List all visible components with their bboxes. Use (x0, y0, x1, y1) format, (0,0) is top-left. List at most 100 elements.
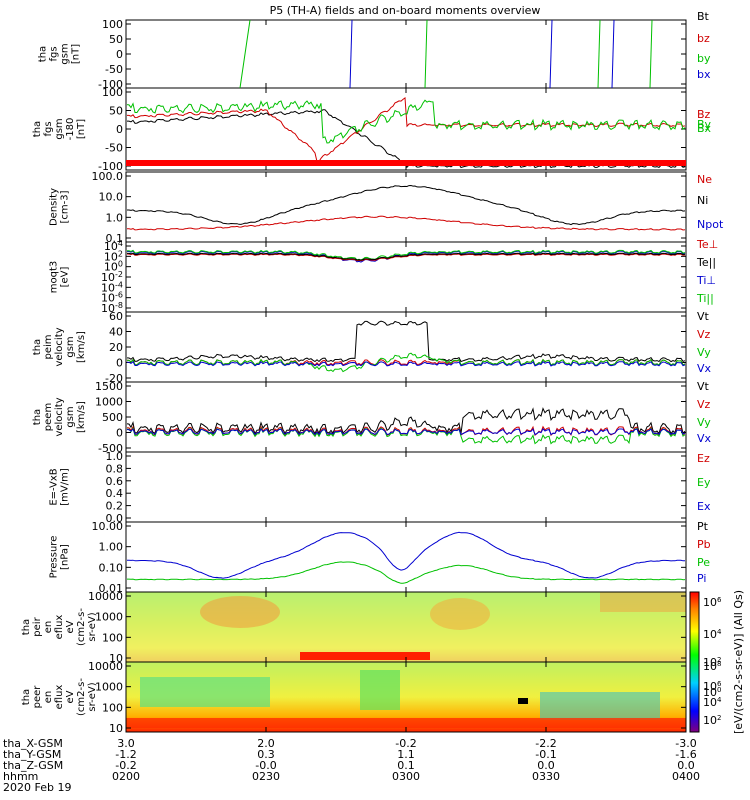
x-axis-value: 3.0 (117, 737, 135, 750)
x-axis-value: 0.1 (397, 759, 415, 772)
legend-ex: Ex (697, 500, 711, 513)
peer-low-energy-band (126, 718, 686, 728)
y-axis-label: eflux (54, 685, 65, 710)
y-tick-label: 0.1 (106, 232, 124, 245)
y-axis-label: -180 (65, 118, 76, 141)
y-tick-label: 1.00 (99, 541, 124, 554)
y-tick-label: 0 (116, 123, 123, 136)
y-tick-label: -100 (98, 78, 123, 91)
series-crossing-line (597, 19, 601, 89)
x-axis-value: 0.0 (537, 759, 555, 772)
legend-pe: Pe (697, 556, 710, 569)
legend-ey: Ey (697, 476, 711, 489)
series-crossing-line (611, 19, 615, 89)
y-axis-label: peir (32, 616, 43, 636)
legend-by: By (697, 118, 712, 131)
y-axis-label: (cm2-s- (76, 678, 87, 716)
legend-bx: Bx (697, 122, 712, 135)
y-axis-label: gsm (54, 118, 65, 139)
legend-bz: bz (697, 32, 710, 45)
x-axis-value: 1.1 (397, 748, 415, 761)
y-axis-label: velocity (54, 327, 65, 366)
y-tick-label: -50 (105, 142, 123, 155)
y-axis-label: [km/s] (76, 401, 87, 433)
y-axis-label: tha (21, 619, 32, 635)
series-crossing-line (239, 19, 251, 89)
y-axis-label: peim (43, 334, 54, 359)
y-axis-label: tha (32, 339, 43, 355)
x-axis-value: -2.2 (535, 737, 556, 750)
legend-te⊥: Te⊥ (696, 238, 718, 251)
y-axis-label: E=-VxB (49, 468, 60, 505)
y-tick-label: 100 (102, 18, 123, 31)
series-bz-line (127, 96, 686, 163)
y-tick-label: 1.0 (106, 450, 124, 463)
x-axis-row-label: tha_Z-GSM (3, 759, 63, 772)
legend-bx: bx (697, 68, 711, 81)
series-pe-line (127, 561, 686, 584)
y-tick-label: 20 (109, 341, 123, 354)
colorbar-tick-label: 106 (703, 596, 722, 609)
y-tick-label: 1000 (95, 611, 123, 624)
x-axis-value: 2.0 (257, 737, 275, 750)
y-tick-label: 0.10 (99, 561, 124, 574)
panel-pressure: 10.00 1.00 0.10 0.01 Pressure [nPa] Pt Pb Pe Pi (49, 520, 711, 595)
panel-peim: 60 40 20 0 -20 tha peim velocity gsm [km/s] Vt Vz Vy… (32, 310, 712, 385)
legend-pi: Pi (697, 572, 706, 585)
y-tick-label: -500 (98, 442, 123, 455)
peir-hot-region (200, 596, 280, 628)
x-axis-value: -0.0 (255, 759, 276, 772)
x-axis-value: -0.2 (115, 759, 136, 772)
y-tick-label: 10000 (88, 660, 123, 673)
peir-hot-region (600, 592, 686, 612)
x-axis-row-label: tha_Y-GSM (3, 748, 61, 761)
panel-status-bar (126, 160, 686, 166)
y-tick-label: 1500 (95, 380, 123, 393)
legend-te||: Te|| (696, 256, 716, 269)
x-axis-value: 0200 (112, 770, 140, 783)
legend-vy: Vy (697, 416, 711, 429)
y-tick-label: 10.00 (92, 520, 124, 533)
series-vt-line (126, 320, 686, 363)
y-axis-label: gsm (65, 336, 76, 357)
x-axis-value: 0.0 (677, 759, 695, 772)
x-axis-value: 0230 (252, 770, 280, 783)
legend-vx: Vx (697, 432, 712, 445)
y-axis-label: eflux (54, 615, 65, 640)
legend-ti⊥: Ti⊥ (696, 274, 716, 287)
colorbar-gradient (689, 591, 700, 733)
y-axis-label: Pressure (49, 536, 60, 579)
y-tick-label: 500 (102, 411, 123, 424)
y-axis-label: peem (43, 403, 54, 431)
legend-ni: Ni (697, 194, 708, 207)
plot-title: P5 (TH-A) fields and on-board moments ov… (270, 4, 541, 17)
series-te-par-line (126, 252, 686, 261)
y-axis-label: tha (32, 409, 43, 425)
legend-bt: Bt (697, 10, 710, 23)
series-pi-line (126, 531, 686, 579)
y-tick-label: 0.8 (106, 462, 124, 475)
x-axis-date: 2020 Feb 19 (3, 781, 71, 794)
y-tick-label: 100 (102, 631, 123, 644)
series-crossing-line (424, 19, 428, 89)
y-axis-label: fgs (49, 46, 60, 61)
panel-density: 100.0 10.0 1.0 0.1 Density [cm-3] Ne Ni Npot (49, 170, 724, 245)
y-tick-label: 0 (116, 427, 123, 440)
series-crossing-line (349, 19, 353, 89)
y-axis-label: en (43, 621, 54, 634)
legend-vy: Vy (697, 346, 711, 359)
y-axis-label: eV (65, 690, 76, 703)
x-axis-value: -3.0 (675, 737, 696, 750)
y-tick-label: -100 (98, 160, 123, 173)
x-axis-value: -0.2 (395, 737, 416, 750)
panel-efield: 1.00.80.60.40.20.0 E=-VxB [mV/m] Ez Ey Ex (49, 450, 711, 525)
y-tick-label: 1.0 (106, 211, 124, 224)
y-tick-label: 100.0 (92, 170, 124, 183)
legend-ti||: Ti|| (696, 292, 714, 305)
y-axis-label: velocity (54, 397, 65, 436)
series-vt-line (126, 407, 686, 435)
y-axis-label: [eV] (60, 267, 71, 288)
